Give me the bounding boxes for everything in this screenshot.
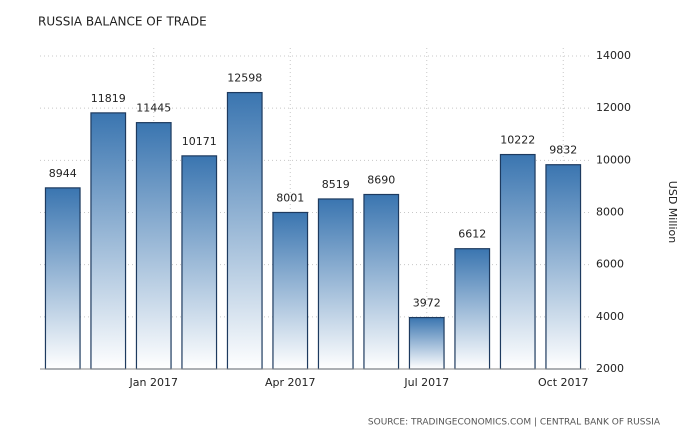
y-tick-label: 6000 (596, 258, 624, 271)
bar (44, 187, 81, 370)
value-label: 8001 (276, 191, 304, 204)
x-tick-label: Oct 2017 (538, 376, 589, 389)
value-label: 11445 (136, 102, 171, 115)
bar (317, 198, 354, 370)
y-tick-label: 2000 (596, 362, 624, 375)
bar (135, 122, 172, 370)
x-tick-label: Apr 2017 (265, 376, 316, 389)
y-tick-label: 14000 (596, 49, 631, 62)
bar (408, 316, 445, 370)
value-label: 10222 (500, 134, 535, 147)
bar (499, 153, 536, 370)
bar (181, 155, 218, 370)
bar (454, 248, 491, 370)
y-tick-label: 12000 (596, 101, 631, 114)
value-label: 10171 (182, 135, 217, 148)
chart-title: RUSSIA BALANCE OF TRADE (38, 15, 207, 29)
y-tick-label: 10000 (596, 153, 631, 166)
bar (226, 91, 263, 370)
value-label: 12598 (227, 72, 262, 85)
value-label: 9832 (549, 144, 577, 157)
value-label: 8944 (49, 167, 77, 180)
value-label: 11819 (91, 92, 126, 105)
value-label: 8690 (367, 174, 395, 187)
bar (90, 112, 127, 370)
y-axis-label: USD Million (666, 181, 679, 243)
bar (272, 211, 309, 370)
source: SOURCE: TRADINGECONOMICS.COM | CENTRAL B… (368, 418, 661, 428)
x-tick-label: Jul 2017 (403, 376, 449, 389)
bar (545, 164, 582, 370)
y-tick-label: 4000 (596, 310, 624, 323)
value-label: 3972 (413, 297, 441, 310)
value-label: 6612 (458, 228, 486, 241)
x-tick-label: Jan 2017 (129, 376, 178, 389)
bar (363, 193, 400, 370)
value-label: 8519 (322, 178, 350, 191)
y-tick-label: 8000 (596, 206, 624, 219)
